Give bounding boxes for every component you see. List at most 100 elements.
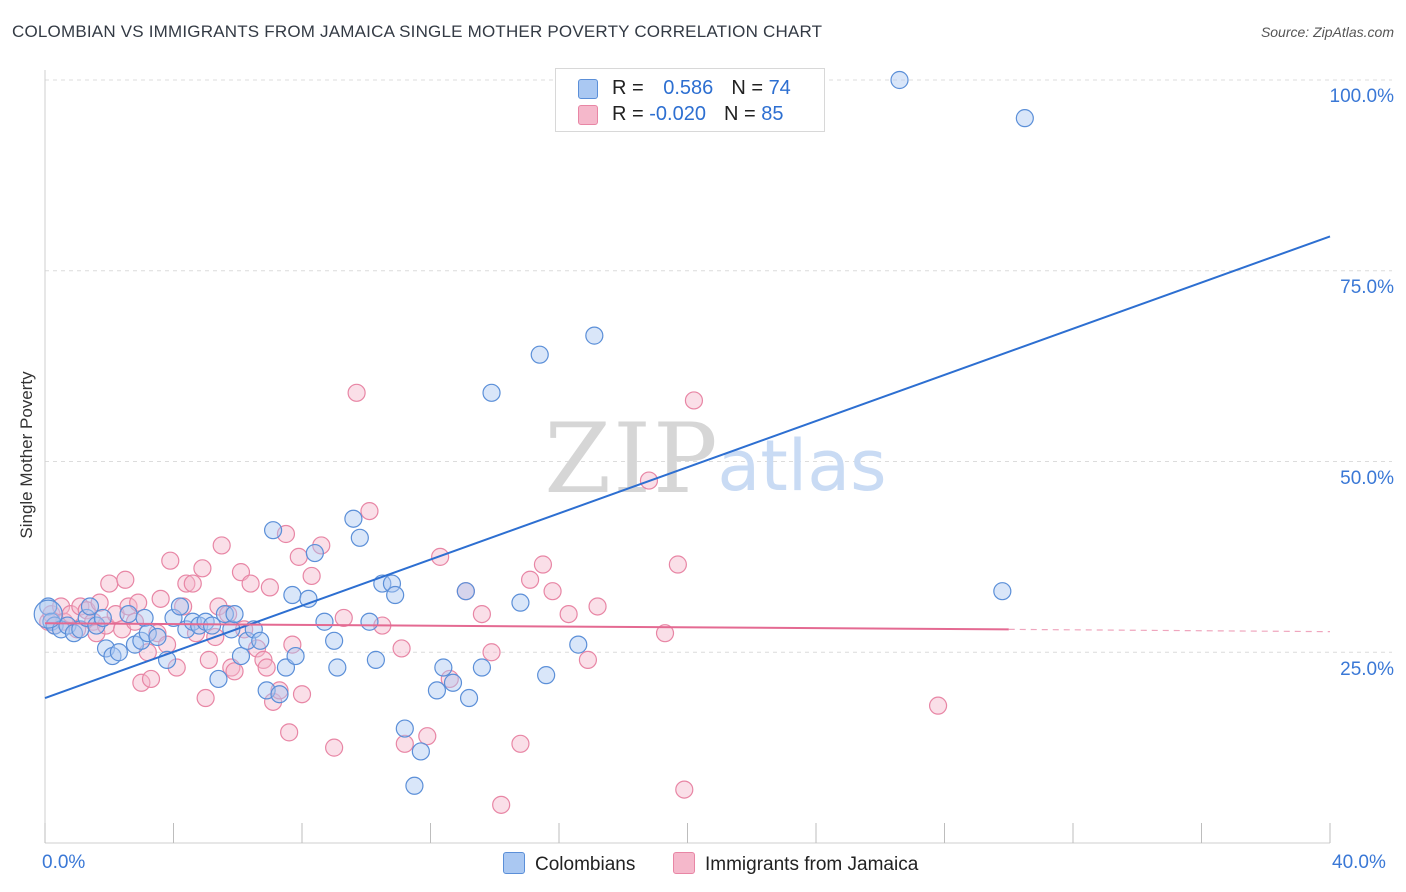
data-point [890, 70, 909, 90]
data-point [80, 597, 100, 616]
y-tick-label-75: 75.0% [1340, 277, 1394, 298]
data-point [151, 589, 170, 608]
data-point [360, 501, 379, 521]
data-point [427, 681, 447, 700]
legend-swatch-pink [578, 105, 598, 125]
data-point [569, 635, 588, 654]
data-point [305, 543, 324, 563]
source-label: Source: ZipAtlas.com [1260, 24, 1394, 40]
data-point [655, 624, 675, 643]
x-tick-label-max: 40.0% [1332, 852, 1386, 873]
data-point [202, 616, 222, 635]
legend-n-value: 85 [761, 103, 784, 125]
data-point [109, 643, 128, 662]
data-point [263, 692, 283, 711]
watermark-atlas: atlas [717, 425, 886, 507]
data-point [100, 574, 119, 593]
data-point [684, 391, 704, 410]
data-point [286, 646, 305, 666]
data-point [315, 612, 334, 631]
data-point [199, 650, 218, 669]
data-point [386, 585, 405, 605]
data-point [241, 574, 260, 593]
data-point [350, 528, 369, 547]
trend-lines [44, 235, 1331, 699]
data-point [263, 521, 283, 540]
data-point [283, 635, 302, 654]
data-point [231, 646, 251, 666]
data-point [51, 597, 71, 616]
data-point [132, 673, 151, 692]
data-point [472, 604, 491, 624]
data-point [585, 326, 604, 345]
chart-title: COLOMBIAN VS IMMIGRANTS FROM JAMAICA SIN… [12, 22, 823, 41]
bottom-legend-colombians: Colombians [503, 852, 635, 876]
legend-r-label: R = [612, 103, 650, 125]
watermark-zip: ZIP [544, 403, 719, 515]
axes [44, 70, 1331, 844]
data-point [39, 597, 58, 616]
data-point [292, 685, 312, 704]
data-point [141, 669, 161, 689]
bottom-legend-label: Immigrants from Jamaica [705, 854, 919, 875]
data-point [299, 589, 318, 608]
series-jamaica-points [39, 383, 948, 814]
data-point [434, 658, 453, 677]
data-point [492, 795, 511, 814]
data-point [183, 574, 202, 593]
data-point [533, 555, 553, 574]
data-point [1015, 109, 1034, 128]
data-point [668, 555, 687, 574]
bottom-legend-jamaica: Immigrants from Jamaica [673, 852, 918, 876]
legend-r-value: -0.020 [649, 103, 706, 125]
data-point [411, 742, 430, 761]
data-point [270, 681, 289, 700]
trend-line-jamaica [44, 622, 1009, 631]
bottom-legend-swatch-pink [673, 852, 695, 874]
data-point [164, 608, 183, 628]
data-point [209, 669, 228, 689]
data-point [33, 599, 63, 629]
data-point [251, 631, 270, 650]
data-point [537, 666, 556, 685]
data-point [347, 383, 366, 402]
legend-n-label: N = [723, 103, 762, 125]
data-point [993, 582, 1012, 601]
data-point [215, 604, 234, 624]
stats-legend: R = 0.586 N = 74 R = -0.020 N = 85 [555, 68, 825, 132]
data-point [405, 776, 424, 795]
data-point [482, 643, 501, 662]
data-point [177, 574, 196, 593]
data-point [302, 566, 321, 586]
data-point [328, 658, 347, 677]
legend-r-value: 0.586 [663, 77, 714, 99]
data-point [520, 570, 540, 589]
data-point [456, 582, 475, 601]
data-point [280, 723, 299, 742]
gridlines [45, 79, 1392, 653]
legend-n-value: 74 [768, 77, 791, 99]
data-point [382, 574, 402, 593]
y-tick-label-50: 50.0% [1340, 468, 1394, 489]
data-point [395, 734, 414, 753]
legend-swatch-blue [578, 79, 598, 99]
data-point [148, 627, 167, 647]
y-tick-label-100: 100.0% [1329, 86, 1394, 107]
series-colombians-points [33, 70, 1034, 795]
data-point [588, 597, 607, 616]
data-point [225, 604, 244, 624]
data-point [170, 597, 190, 616]
data-point [482, 383, 501, 402]
data-point [443, 673, 463, 692]
data-point [119, 597, 138, 616]
data-point [530, 345, 549, 364]
data-point [395, 719, 414, 738]
data-point [87, 616, 106, 635]
y-tick-label-25: 25.0% [1340, 659, 1394, 680]
data-point [459, 688, 479, 708]
data-point [193, 559, 212, 578]
data-point [93, 608, 112, 628]
data-point [225, 662, 244, 681]
data-point [312, 536, 331, 555]
